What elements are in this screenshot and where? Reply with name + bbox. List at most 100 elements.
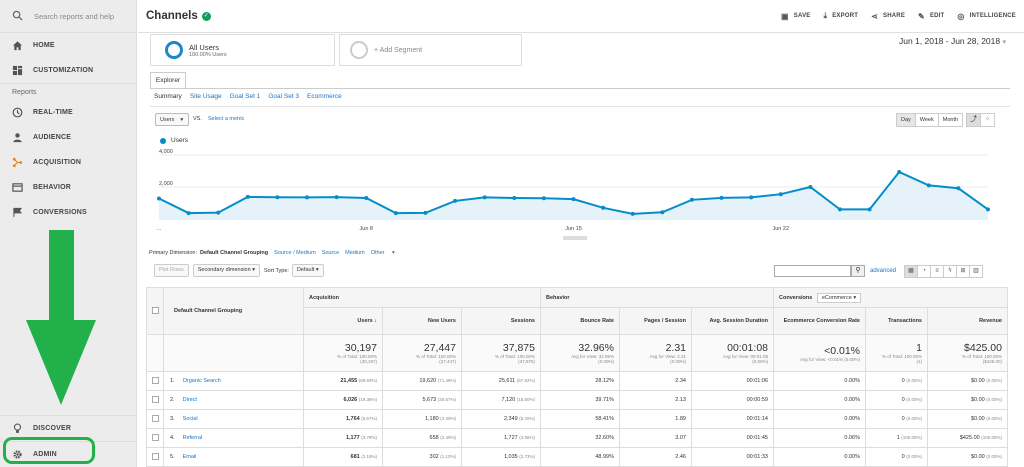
- sort-type-select[interactable]: Default ▾: [291, 264, 324, 277]
- data-point[interactable]: [601, 205, 606, 210]
- comparison-view-icon[interactable]: ⫩: [943, 265, 957, 278]
- data-point[interactable]: [157, 196, 161, 201]
- data-point[interactable]: [364, 196, 369, 201]
- data-point[interactable]: [216, 210, 221, 215]
- sidebar-item-realtime[interactable]: REAL-TIME: [0, 100, 136, 125]
- dimension-source-medium[interactable]: Source / Medium: [274, 250, 316, 256]
- data-point[interactable]: [423, 210, 428, 215]
- motion-chart-icon[interactable]: ⁘: [980, 113, 995, 127]
- channel-link[interactable]: Email: [182, 454, 197, 460]
- table-row[interactable]: 5. Email 681 (2.19%) 302 (1.10%) 1,035 (2.73…: [146, 447, 1008, 467]
- conversions-select[interactable]: eCommerce ▾: [816, 292, 862, 303]
- save-button[interactable]: ▣ SAVE: [781, 11, 811, 21]
- segment-all-users[interactable]: All Users 100.00% Users: [150, 34, 335, 66]
- tab-explorer[interactable]: Explorer: [150, 72, 186, 88]
- channel-link[interactable]: Referral: [182, 435, 203, 441]
- select-metric-link[interactable]: Select a metric: [208, 116, 245, 122]
- data-point[interactable]: [571, 197, 576, 202]
- subtab-goal-set-1[interactable]: Goal Set 1: [229, 93, 261, 100]
- pie-view-icon[interactable]: ◔: [917, 265, 931, 278]
- row-checkbox[interactable]: [151, 452, 159, 460]
- col-sessions[interactable]: Sessions: [461, 307, 541, 335]
- data-point[interactable]: [186, 211, 191, 216]
- sidebar-item-acquisition[interactable]: ACQUISITION: [0, 150, 136, 175]
- row-checkbox[interactable]: [151, 433, 159, 441]
- data-point[interactable]: [512, 196, 517, 201]
- sidebar-item-behavior[interactable]: BEHAVIOR: [0, 175, 136, 200]
- subtab-goal-set-3[interactable]: Goal Set 3: [268, 93, 300, 100]
- sidebar-item-admin[interactable]: ADMIN: [0, 442, 137, 467]
- table-row[interactable]: 3. Social 1,764 (5.67%) 1,180 (4.30%) 2,349 …: [146, 409, 1008, 429]
- edit-button[interactable]: ✎ EDIT: [918, 11, 945, 21]
- data-point[interactable]: [926, 183, 931, 188]
- channel-link[interactable]: Organic Search: [182, 378, 221, 384]
- data-point[interactable]: [719, 195, 724, 200]
- subtab-summary[interactable]: Summary: [154, 93, 182, 100]
- data-point[interactable]: [778, 192, 783, 197]
- dimension-medium[interactable]: Medium: [345, 250, 365, 256]
- data-point[interactable]: [541, 196, 546, 201]
- data-point[interactable]: [986, 207, 990, 212]
- date-range-picker[interactable]: Jun 1, 2018 - Jun 28, 2018 ▾: [898, 36, 1006, 46]
- week-button[interactable]: Week: [914, 113, 939, 127]
- day-button[interactable]: Day: [896, 113, 916, 127]
- data-point[interactable]: [305, 195, 310, 200]
- col-revenue[interactable]: Revenue: [927, 307, 1008, 335]
- data-point[interactable]: [867, 207, 872, 212]
- data-point[interactable]: [808, 185, 813, 189]
- export-button[interactable]: ⤓ EXPORT: [823, 11, 859, 20]
- data-point[interactable]: [275, 195, 280, 200]
- data-point[interactable]: [453, 198, 458, 203]
- data-point[interactable]: [689, 197, 694, 202]
- sidebar-item-audience[interactable]: AUDIENCE: [0, 125, 136, 150]
- data-point[interactable]: [897, 169, 902, 174]
- line-chart-icon[interactable]: ⤴: [966, 113, 981, 127]
- table-row[interactable]: 1. Organic Search 21,455 (68.93%) 19,620 (7…: [146, 371, 1008, 391]
- chart-resize-handle[interactable]: [563, 236, 587, 240]
- col-bounce-rate[interactable]: Bounce Rate: [540, 307, 620, 335]
- row-checkbox[interactable]: [151, 414, 159, 422]
- select-all-checkbox[interactable]: [151, 306, 159, 314]
- data-point[interactable]: [956, 186, 961, 191]
- term-cloud-view-icon[interactable]: ⊞: [956, 265, 970, 278]
- data-point[interactable]: [245, 194, 250, 199]
- sidebar-item-conversions[interactable]: CONVERSIONS: [0, 200, 136, 225]
- channel-link[interactable]: Social: [182, 416, 198, 422]
- col-transactions[interactable]: Transactions: [865, 307, 928, 335]
- share-button[interactable]: ⋖ SHARE: [871, 11, 906, 21]
- advanced-filter-link[interactable]: advanced: [870, 268, 897, 274]
- month-button[interactable]: Month: [937, 113, 964, 127]
- sidebar-item-home[interactable]: HOME: [0, 33, 136, 58]
- sidebar-item-customization[interactable]: CUSTOMIZATION: [0, 58, 136, 83]
- data-point[interactable]: [660, 210, 665, 215]
- metric-select[interactable]: Users ▾: [155, 113, 189, 126]
- data-point[interactable]: [749, 195, 754, 200]
- table-row[interactable]: 2. Direct 6,026 (19.36%) 5,673 (20.67%) 7,12…: [146, 390, 1008, 410]
- channel-link[interactable]: Direct: [182, 397, 197, 403]
- data-point[interactable]: [482, 195, 487, 200]
- table-row[interactable]: 4. Referral 1,177 (3.78%) 658 (2.40%) 1,727 …: [146, 428, 1008, 448]
- col-avg-duration[interactable]: Avg. Session Duration: [691, 307, 774, 335]
- col-new-users[interactable]: New Users: [382, 307, 462, 335]
- sidebar-item-discover[interactable]: DISCOVER: [0, 416, 137, 441]
- col-pages-session[interactable]: Pages / Session: [619, 307, 692, 335]
- table-search-input[interactable]: [774, 265, 851, 277]
- add-segment-button[interactable]: + Add Segment: [339, 34, 522, 66]
- dimension-header[interactable]: Default Channel Grouping: [163, 287, 304, 335]
- pivot-view-icon[interactable]: ▥: [969, 265, 983, 278]
- plot-rows-button[interactable]: Plot Rows: [154, 264, 189, 277]
- bar-view-icon[interactable]: ≡: [930, 265, 944, 278]
- subtab-site-usage[interactable]: Site Usage: [189, 93, 222, 100]
- data-point[interactable]: [393, 211, 398, 216]
- data-point[interactable]: [837, 207, 842, 212]
- secondary-dimension-select[interactable]: Secondary dimension ▾: [192, 264, 260, 277]
- data-point[interactable]: [630, 211, 635, 216]
- dimension-source[interactable]: Source: [321, 250, 340, 256]
- search-icon[interactable]: ⚲: [851, 265, 865, 277]
- row-checkbox[interactable]: [151, 376, 159, 384]
- dimension-other[interactable]: Other ▾: [370, 250, 395, 256]
- table-view-icon[interactable]: ▦: [904, 265, 918, 278]
- sidebar-search[interactable]: Search reports and help: [0, 0, 136, 33]
- data-point[interactable]: [334, 195, 339, 200]
- intelligence-button[interactable]: ◎ INTELLIGENCE: [957, 11, 1016, 21]
